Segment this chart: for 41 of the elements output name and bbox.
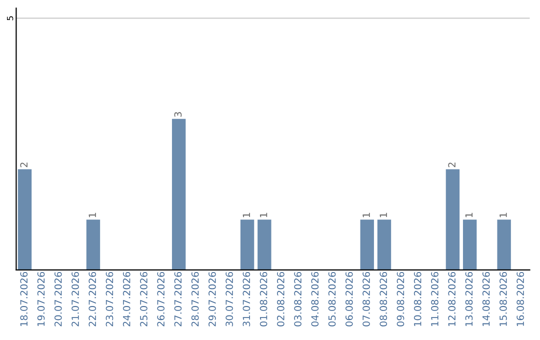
- x-tick-label: 10.08.2026: [414, 272, 422, 326]
- data-label: 3: [174, 112, 182, 117]
- x-tick-label: 12.08.2026: [448, 272, 456, 326]
- x-tick-label: 09.08.2026: [396, 272, 404, 326]
- x-tick-label: 28.07.2026: [191, 272, 199, 326]
- x-tick-label: 26.07.2026: [157, 272, 165, 326]
- x-tick-label: 24.07.2026: [122, 272, 130, 326]
- data-label: 1: [465, 212, 473, 218]
- x-tick-label: 15.08.2026: [500, 272, 507, 326]
- x-tick-label: 04.08.2026: [311, 272, 319, 326]
- data-label: 1: [242, 212, 250, 218]
- x-tick-label: 27.07.2026: [174, 272, 182, 326]
- x-tick-label: 01.08.2026: [260, 272, 268, 326]
- x-tick-label: 11.08.2026: [431, 272, 438, 326]
- x-tick-label: 18.07.2026: [20, 272, 28, 326]
- x-tick-label: 23.07.2026: [106, 272, 114, 326]
- x-tick-label: 06.08.2026: [345, 272, 353, 326]
- x-tick-label: 29.07.2026: [208, 272, 216, 326]
- x-tick-label: 22.07.2026: [88, 272, 96, 326]
- y-tick-label: 5: [7, 16, 14, 20]
- x-tick-label: 25.07.2026: [140, 272, 148, 326]
- x-tick-label: 14.08.2026: [482, 272, 490, 326]
- x-tick-label: 13.08.2026: [465, 272, 473, 326]
- x-tick-label: 02.08.2026: [276, 272, 284, 326]
- x-tick-label: 30.07.2026: [226, 272, 233, 326]
- x-tick-label: 19.07.2026: [37, 272, 45, 326]
- data-label: 1: [260, 212, 268, 218]
- x-tick-label: 05.08.2026: [328, 272, 336, 326]
- x-tick-label: 03.08.2026: [294, 272, 302, 326]
- x-tick-label: 16.08.2026: [516, 272, 524, 326]
- x-tick-label: 20.07.2026: [54, 272, 62, 326]
- data-label: 1: [500, 212, 507, 218]
- x-tick-label: 21.07.2026: [72, 272, 79, 326]
- data-label: 2: [20, 162, 28, 168]
- data-label: 1: [88, 212, 96, 218]
- data-label: 2: [448, 162, 456, 168]
- x-tick-label: 31.07.2026: [242, 272, 250, 326]
- data-label: 1: [362, 212, 370, 218]
- data-label: 1: [380, 212, 387, 218]
- x-tick-label: 07.08.2026: [362, 272, 370, 326]
- x-tick-label: 08.08.2026: [380, 272, 388, 326]
